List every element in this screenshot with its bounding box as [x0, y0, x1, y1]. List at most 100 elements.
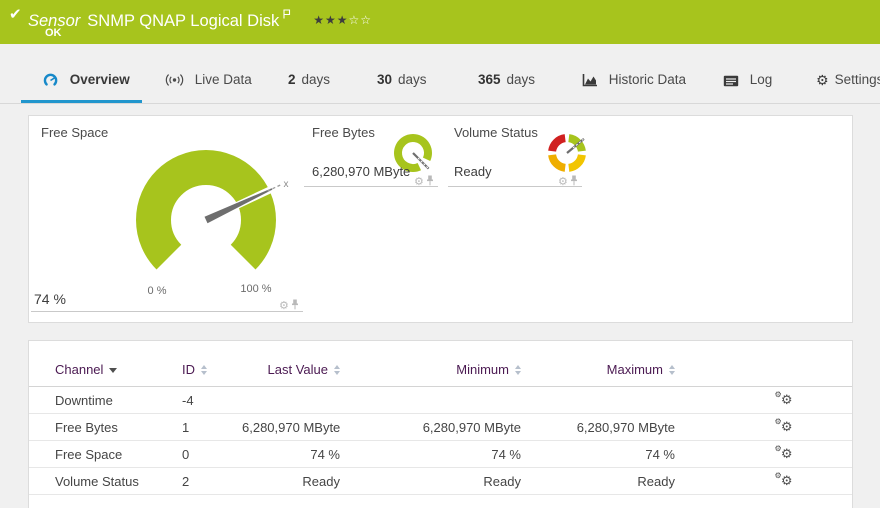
- channel-settings-gears-icon[interactable]: ⚙ ⚙: [774, 389, 793, 408]
- free-space-arc: [136, 150, 276, 270]
- sensor-header: ✔ Sensor SNMP QNAP Logical Disk ★★★☆☆ OK: [0, 0, 880, 44]
- tab-settings[interactable]: ⚙ Settings: [816, 69, 880, 91]
- object-kind-label: Sensor: [28, 12, 81, 30]
- tab-live-data[interactable]: Live Data: [165, 69, 252, 91]
- tile-gear-icon[interactable]: ⚙: [414, 175, 424, 188]
- channel-settings-gears-icon[interactable]: ⚙ ⚙: [774, 443, 793, 462]
- gauge-needle: [566, 138, 585, 154]
- tab-365-days[interactable]: 365 days: [478, 69, 535, 91]
- column-header-maximum-label: Maximum: [606, 362, 663, 377]
- maximum-cell: Ready: [521, 467, 675, 495]
- tab-365-days-unit: days: [506, 72, 536, 87]
- tab-overview-label: Overview: [69, 72, 130, 87]
- segment-green: [567, 134, 586, 153]
- channel-name-cell: Free Bytes: [29, 413, 182, 441]
- channel-name-cell: Volume Status: [29, 467, 182, 495]
- tile-pin-icon[interactable]: [426, 175, 434, 186]
- settings-gear-icon: ⚙: [816, 73, 829, 89]
- gauge-icon: [43, 73, 58, 86]
- status-ok-check-icon: ✔: [9, 5, 22, 23]
- free-bytes-gauge: [394, 134, 432, 172]
- column-header-id-label: ID: [182, 362, 195, 377]
- column-header-actions: [675, 355, 852, 387]
- channel-id-cell: 0: [182, 440, 242, 468]
- column-header-maximum[interactable]: Maximum: [521, 355, 675, 387]
- tile-divider: [448, 186, 582, 187]
- table-row[interactable]: Free Bytes 1 6,280,970 MByte 6,280,970 M…: [29, 413, 852, 441]
- needle-dash: [267, 184, 281, 192]
- free-space-gauge: x: [136, 150, 289, 270]
- sensor-status-badge: OK: [45, 27, 62, 39]
- minimum-cell: 6,280,970 MByte: [340, 413, 521, 441]
- tab-overview[interactable]: Overview: [42, 69, 130, 91]
- column-header-last-value[interactable]: Last Value: [242, 355, 340, 387]
- free-bytes-gauge-title: Free Bytes: [312, 125, 375, 140]
- live-data-icon: [165, 74, 184, 86]
- tile-pin-icon[interactable]: [570, 175, 578, 186]
- needle-dash: [417, 157, 429, 169]
- minimum-cell: Ready: [340, 467, 521, 495]
- maximum-cell: 6,280,970 MByte: [521, 413, 675, 441]
- active-tab-indicator: [21, 100, 142, 103]
- tab-log[interactable]: Log: [723, 69, 772, 91]
- tab-2-days-unit: days: [301, 72, 331, 87]
- volume-status-gauge-title: Volume Status: [454, 125, 538, 140]
- segment-amber: [548, 153, 567, 172]
- log-icon: [723, 75, 739, 87]
- channel-id-cell: 1: [182, 413, 242, 441]
- free-space-tile-actions[interactable]: ⚙: [279, 296, 299, 314]
- tab-historic-data-label: Historic Data: [608, 72, 687, 87]
- tile-gear-icon[interactable]: ⚙: [558, 175, 568, 188]
- free-bytes-value: 6,280,970 MByte: [312, 164, 411, 179]
- tab-bar: Overview Live Data 2 days 30 days 365 days …: [0, 44, 880, 104]
- column-header-channel-label: Channel: [55, 362, 104, 377]
- flag-icon[interactable]: [283, 5, 291, 24]
- gauge-needle: [204, 188, 273, 224]
- column-header-channel[interactable]: Channel: [29, 355, 182, 387]
- tab-2-days[interactable]: 2 days: [288, 69, 330, 91]
- scale-max-label: 100 %: [240, 283, 272, 295]
- channel-id-cell: 2: [182, 467, 242, 495]
- free-bytes-arc: [394, 134, 432, 172]
- scale-min-label: 0 %: [147, 285, 167, 297]
- priority-stars[interactable]: ★★★☆☆: [313, 13, 372, 27]
- channel-id-cell: -4: [182, 386, 242, 414]
- tab-30-days-number: 30: [377, 72, 393, 87]
- free-bytes-tile-actions[interactable]: ⚙: [414, 172, 434, 190]
- volume-status-tile-actions[interactable]: ⚙: [558, 172, 578, 190]
- channel-table-panel: Channel ID Last Value Minimum Maximum Do…: [28, 340, 853, 508]
- maximum-cell: 74 %: [521, 440, 675, 468]
- volume-status-gauge: [548, 134, 586, 172]
- volume-status-value: Ready: [454, 164, 492, 179]
- gauge-needle: [412, 152, 430, 170]
- tile-divider: [304, 186, 438, 187]
- table-row[interactable]: Volume Status 2 Ready Ready Ready ⚙ ⚙: [29, 467, 852, 495]
- segment-red: [548, 134, 567, 153]
- tab-30-days[interactable]: 30 days: [377, 69, 427, 91]
- sort-toggle-icon: [515, 365, 521, 375]
- channel-table: Channel ID Last Value Minimum Maximum Do…: [29, 355, 852, 495]
- sort-desc-icon: [109, 368, 118, 373]
- free-space-gauge-title: Free Space: [41, 125, 109, 140]
- table-row[interactable]: Downtime -4 ⚙ ⚙: [29, 386, 852, 414]
- gauges-panel: Free Space x 0 % 100 % 74 % ⚙ Free Bytes…: [28, 115, 853, 323]
- tile-gear-icon[interactable]: ⚙: [279, 299, 289, 312]
- tab-settings-label: Settings: [834, 72, 880, 87]
- column-header-minimum[interactable]: Minimum: [340, 355, 521, 387]
- sort-toggle-icon: [334, 365, 340, 375]
- stars-filled: ★★★: [313, 13, 349, 27]
- channel-settings-gears-icon[interactable]: ⚙ ⚙: [774, 470, 793, 489]
- tab-30-days-unit: days: [398, 72, 427, 87]
- sort-toggle-icon: [201, 365, 207, 375]
- channel-settings-gears-icon[interactable]: ⚙ ⚙: [774, 416, 793, 435]
- tile-divider: [31, 311, 303, 312]
- last-value-cell: Ready: [242, 467, 340, 495]
- historic-data-chart-icon: [582, 74, 597, 87]
- last-value-cell: [242, 386, 340, 414]
- table-row[interactable]: Free Space 0 74 % 74 % 74 % ⚙ ⚙: [29, 440, 852, 468]
- tab-365-days-number: 365: [478, 72, 501, 87]
- tab-historic-data[interactable]: Historic Data: [582, 69, 686, 91]
- tile-pin-icon[interactable]: [291, 299, 299, 310]
- column-header-id[interactable]: ID: [182, 355, 242, 387]
- maximum-cell: [521, 386, 675, 414]
